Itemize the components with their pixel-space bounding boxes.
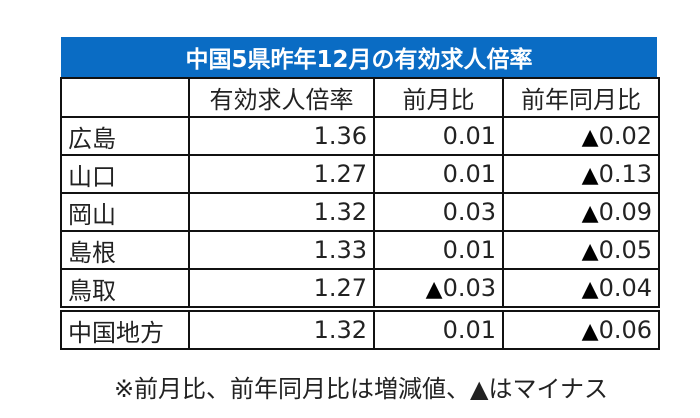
yoy-cell: ▲0.09 — [502, 192, 660, 232]
mom-cell: 0.01 — [373, 154, 504, 194]
negative-triangle-icon: ▲ — [581, 277, 599, 302]
ratio-cell: 1.27 — [188, 154, 375, 194]
ratio-cell: 1.32 — [188, 192, 375, 232]
header-month-over-month: 前月比 — [373, 77, 504, 118]
region-cell: 鳥取 — [60, 268, 190, 310]
table-row: 山口 1.27 0.01 ▲0.13 — [60, 154, 660, 194]
summary-row: 中国地方 1.32 0.01 ▲0.06 — [60, 306, 660, 350]
negative-triangle-icon: ▲ — [581, 125, 599, 150]
yoy-value: 0.13 — [598, 160, 652, 188]
yoy-value: 0.09 — [598, 198, 652, 226]
region-cell: 中国地方 — [60, 306, 190, 350]
negative-triangle-icon: ▲ — [581, 239, 599, 264]
header-row: 有効求人倍率 前月比 前年同月比 — [60, 77, 660, 118]
yoy-cell: ▲0.02 — [502, 116, 660, 156]
yoy-value: 0.06 — [598, 316, 652, 344]
yoy-value: 0.04 — [598, 274, 652, 302]
mom-value: 0.03 — [442, 274, 496, 302]
mom-cell: 0.01 — [373, 230, 504, 270]
yoy-cell: ▲0.05 — [502, 230, 660, 270]
mom-value: 0.01 — [442, 316, 496, 344]
negative-triangle-icon: ▲ — [425, 277, 443, 302]
mom-value: 0.01 — [442, 236, 496, 264]
table-row: 島根 1.33 0.01 ▲0.05 — [60, 230, 660, 270]
table-row: 広島 1.36 0.01 ▲0.02 — [60, 116, 660, 156]
mom-value: 0.01 — [442, 160, 496, 188]
mom-cell: ▲0.03 — [373, 268, 504, 310]
job-openings-ratio-table: 有効求人倍率 前月比 前年同月比 広島 1.36 0.01 ▲0.02 山口 1… — [60, 77, 660, 350]
yoy-cell: ▲0.06 — [502, 306, 660, 350]
yoy-cell: ▲0.13 — [502, 154, 660, 194]
ratio-cell: 1.27 — [188, 268, 375, 310]
negative-triangle-icon: ▲ — [581, 201, 599, 226]
yoy-cell: ▲0.04 — [502, 268, 660, 310]
region-cell: 岡山 — [60, 192, 190, 232]
ratio-cell: 1.32 — [188, 306, 375, 350]
footnote: ※前月比、前年同月比は増減値、▲はマイナス — [113, 375, 609, 403]
mom-cell: 0.01 — [373, 306, 504, 350]
header-ratio: 有効求人倍率 — [188, 77, 375, 118]
header-region — [60, 77, 190, 118]
yoy-value: 0.02 — [598, 122, 652, 150]
table-row: 鳥取 1.27 ▲0.03 ▲0.04 — [60, 268, 660, 310]
negative-triangle-icon: ▲ — [581, 319, 599, 344]
mom-cell: 0.03 — [373, 192, 504, 232]
table-row: 岡山 1.32 0.03 ▲0.09 — [60, 192, 660, 232]
ratio-cell: 1.36 — [188, 116, 375, 156]
region-cell: 山口 — [60, 154, 190, 194]
mom-value: 0.01 — [442, 122, 496, 150]
region-cell: 島根 — [60, 230, 190, 270]
mom-cell: 0.01 — [373, 116, 504, 156]
table-title: 中国5県昨年12月の有効求人倍率 — [61, 37, 657, 77]
mom-value: 0.03 — [442, 198, 496, 226]
yoy-value: 0.05 — [598, 236, 652, 264]
header-year-over-year: 前年同月比 — [502, 77, 660, 118]
negative-triangle-icon: ▲ — [581, 163, 599, 188]
ratio-cell: 1.33 — [188, 230, 375, 270]
region-cell: 広島 — [60, 116, 190, 156]
